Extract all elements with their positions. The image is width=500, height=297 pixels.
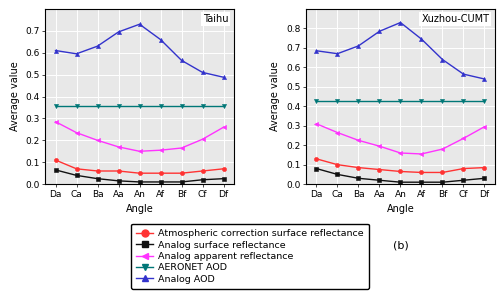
X-axis label: Angle: Angle [126, 204, 154, 214]
Y-axis label: Average value: Average value [10, 62, 20, 131]
Legend: Atmospheric correction surface reflectance, Analog surface reflectance, Analog a: Atmospheric correction surface reflectan… [130, 224, 370, 289]
Text: Xuzhou-CUMT: Xuzhou-CUMT [422, 14, 490, 24]
X-axis label: Angle: Angle [386, 204, 414, 214]
Text: (b): (b) [392, 240, 408, 250]
Text: (a): (a) [132, 240, 148, 250]
Y-axis label: Average value: Average value [270, 62, 280, 131]
Text: Taihu: Taihu [203, 14, 228, 24]
